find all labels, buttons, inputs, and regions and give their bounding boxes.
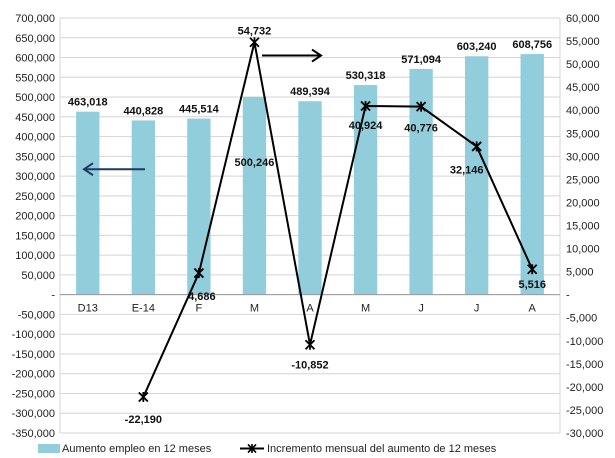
x-axis: D13 E-14 F M A M J J A (60, 294, 560, 315)
x-tick-label: A (529, 303, 537, 315)
left-axis-tick-label: 450,000 (15, 112, 55, 124)
left-axis-tick-label: 50,000 (21, 270, 55, 282)
right-axis-tick-label: 30,000 (566, 151, 600, 163)
bar-data-label: 445,514 (179, 104, 220, 116)
right-axis-tick-label: -10,000 (566, 336, 603, 348)
bar (131, 120, 155, 295)
left-axis-tick-label: 650,000 (15, 33, 55, 45)
bar-data-label: 489,394 (290, 86, 331, 98)
bar (242, 96, 267, 295)
arrow-right-axis (262, 48, 323, 63)
bar (353, 85, 378, 295)
bar (76, 111, 100, 295)
line-data-label: -22,190 (125, 414, 162, 426)
legend-swatch-bar (38, 444, 60, 453)
right-axis-tick-label: 15,000 (566, 221, 600, 233)
bar-data-label: 440,828 (123, 105, 163, 117)
right-axis-tick-label: 35,000 (566, 128, 600, 140)
left-axis-tick-label: 200,000 (15, 211, 55, 223)
left-axis-tick-label: -350,000 (12, 428, 55, 440)
legend-label-line: Incremento mensual del aumento de 12 mes… (267, 443, 497, 455)
line-data-label: 40,924 (349, 120, 384, 132)
left-axis-tick-label: -250,000 (12, 388, 55, 400)
left-axis-tick-label: 100,000 (15, 250, 55, 262)
line-point (360, 100, 371, 112)
line-data-label: 54,732 (238, 25, 272, 37)
line-data-label: 32,146 (450, 164, 484, 176)
right-axis-tick-label: -20,000 (566, 382, 603, 394)
right-axis-tick-label: 60,000 (566, 13, 600, 25)
bar-data-label: 603,240 (457, 41, 497, 53)
right-axis-tick-label: -25,000 (566, 405, 603, 417)
left-axis-tick-label: 250,000 (15, 191, 55, 203)
left-axis-tick-label: -200,000 (12, 369, 55, 381)
bar-data-label: 608,756 (512, 39, 552, 51)
bar-data-label: 463,018 (68, 97, 108, 109)
left-axis-tick-label: 600,000 (15, 53, 55, 65)
right-axis-tick-label: - (566, 290, 570, 302)
right-axis-tick-labels: 60,000 55,000 50,000 45,000 40,000 35,000 30,0… (566, 13, 603, 440)
right-axis-tick-label: 20,000 (566, 197, 600, 209)
line-series (138, 37, 538, 403)
left-axis-tick-label: -100,000 (12, 329, 55, 341)
line-point (193, 267, 205, 279)
line-point (304, 339, 316, 350)
left-axis-tick-label: 400,000 (15, 132, 55, 144)
x-tick-label: J (418, 303, 424, 315)
left-axis-tick-label: -150,000 (12, 349, 55, 361)
bar (298, 101, 322, 295)
legend: Aumento empleo en 12 meses Incremento me… (38, 443, 497, 455)
series-line (142, 42, 534, 398)
bar-data-label: 530,318 (346, 70, 386, 82)
x-tick-label: E-14 (132, 303, 155, 315)
left-axis-tick-label: 500,000 (15, 92, 55, 104)
line-point (249, 37, 260, 48)
bar (465, 56, 489, 295)
line-data-label: -10,852 (291, 360, 328, 372)
right-axis-tick-label: 25,000 (566, 174, 600, 186)
left-axis-tick-label: 700,000 (15, 13, 55, 25)
bar-data-label: 571,094 (401, 54, 442, 66)
x-tick-label: M (361, 303, 370, 315)
bar (520, 54, 544, 295)
line-data-label: 5,516 (518, 279, 546, 291)
left-axis-tick-label: 150,000 (15, 230, 55, 242)
left-axis-tick-labels: 700,000 650,000 600,000 550,000 500,000 450,0… (12, 13, 56, 440)
line-point (415, 101, 427, 112)
line-data-label: 40,776 (404, 123, 438, 135)
legend-label-bar: Aumento empleo en 12 meses (62, 443, 212, 455)
data-labels: 463,018 440,828 445,514 500,246 489,394 530,3… (68, 25, 552, 426)
right-axis-tick-label: 50,000 (566, 59, 600, 71)
left-axis-tick-label: 300,000 (15, 171, 55, 183)
right-axis-tick-label: 55,000 (566, 36, 600, 48)
arrow-left-axis (82, 162, 145, 177)
x-tick-label: J (474, 303, 480, 315)
line-point (138, 391, 149, 403)
bar-data-label: 500,246 (235, 157, 275, 169)
x-tick-label: D13 (78, 303, 98, 315)
annotation-arrows (82, 48, 323, 177)
left-axis-tick-label: 350,000 (15, 151, 55, 163)
right-axis-tick-label: -5,000 (566, 313, 597, 325)
left-axis-tick-label: - (51, 290, 55, 302)
bar (409, 68, 433, 295)
x-tick-label: M (250, 303, 259, 315)
right-axis-tick-label: 5,000 (566, 267, 594, 279)
left-axis-tick-label: 550,000 (15, 72, 55, 84)
right-axis-tick-label: 40,000 (566, 105, 600, 117)
line-point (471, 141, 482, 152)
left-axis-tick-label: -300,000 (12, 408, 55, 420)
right-axis-tick-label: -15,000 (566, 359, 603, 371)
legend-swatch-marker (247, 443, 257, 454)
line-data-label: 4,686 (188, 291, 216, 303)
line-point (527, 264, 538, 275)
x-tick-label: F (196, 303, 203, 315)
right-axis-tick-label: -30,000 (566, 428, 603, 440)
right-axis-tick-label: 45,000 (566, 82, 600, 94)
x-tick-label: A (306, 303, 314, 315)
right-axis-tick-label: 10,000 (566, 244, 600, 256)
left-axis-tick-label: -50,000 (18, 309, 55, 321)
